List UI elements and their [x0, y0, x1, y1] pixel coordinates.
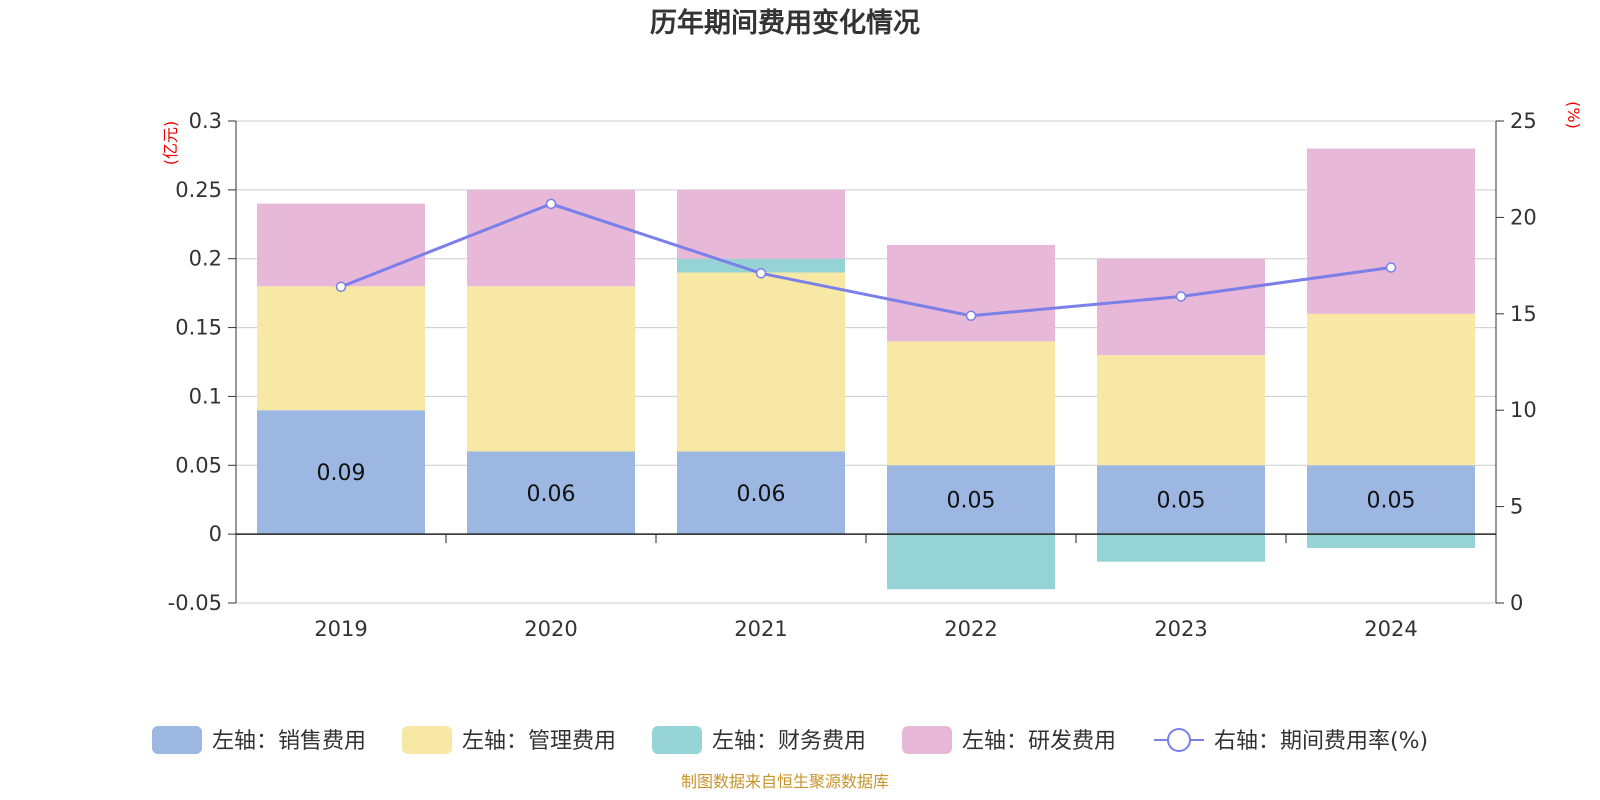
- rate-line-point: [545, 198, 557, 210]
- left-axis-tick-label: 0.15: [175, 316, 222, 340]
- rate-line-path: [340, 202, 1392, 318]
- rate-line-point: [965, 310, 977, 321]
- rate-line-point: [1175, 291, 1187, 302]
- bar-segment: [1307, 148, 1475, 314]
- bar-segment: [1097, 258, 1265, 356]
- bar-value-label: 0.06: [737, 482, 786, 507]
- bar-segment: [677, 258, 845, 273]
- x-axis-tick-label: 2022: [944, 617, 997, 641]
- left-axis-tick-label: 0.05: [175, 453, 222, 477]
- left-axis-tick-label: 0.3: [189, 109, 222, 133]
- right-axis-tick-label: 0: [1510, 591, 1523, 615]
- right-axis-tick-label: 15: [1510, 302, 1537, 326]
- bars: [257, 148, 1475, 590]
- right-axis-tick-label: 20: [1510, 205, 1537, 229]
- x-axis-tick-label: 2019: [314, 617, 367, 641]
- left-axis-tick-label: 0: [209, 522, 222, 546]
- legend: 左轴：销售费用 左轴：管理费用 左轴：财务费用 左轴：研发费用 右轴：期间费用率(%): [152, 726, 1428, 754]
- bar-segment: [467, 286, 635, 452]
- bar-segment: [677, 272, 845, 452]
- bar-value-label: 0.05: [1157, 489, 1206, 514]
- legend-label: 右轴：期间费用率(%): [1214, 729, 1428, 754]
- legend-label: 左轴：财务费用: [712, 729, 866, 754]
- source-note: 制图数据来自恒生聚源数据库: [681, 772, 889, 791]
- bar-value-label: 0.05: [1367, 489, 1416, 514]
- bar-value-label: 0.09: [317, 461, 366, 486]
- bar-segment: [1097, 465, 1265, 535]
- axes: -0.05 0 0.05 0.1 0.15 0.2 0.25 0.3 0 5 10 15 20 25 201…: [168, 109, 1537, 641]
- legend-label: 左轴：管理费用: [462, 729, 616, 754]
- x-axis-tick-label: 2023: [1154, 617, 1207, 641]
- x-axis-tick-label: 2024: [1364, 617, 1417, 641]
- right-axis-tick-label: 10: [1510, 398, 1537, 422]
- bar-segment: [257, 203, 425, 287]
- bar-segment: [1307, 313, 1475, 466]
- right-axis-tick-label: 5: [1510, 495, 1523, 519]
- right-axis-tick-label: 25: [1510, 109, 1537, 133]
- bar-value-label: 0.05: [947, 489, 996, 514]
- right-axis-unit: (%): [1564, 101, 1583, 129]
- bar-segment: [677, 451, 845, 535]
- bar-segment: [677, 189, 845, 259]
- left-axis-tick-label: 0.1: [189, 384, 222, 408]
- legend-swatch: [402, 726, 452, 754]
- rate-line: [335, 198, 1397, 321]
- bar-segment: [467, 451, 635, 535]
- legend-label: 左轴：研发费用: [962, 729, 1116, 754]
- legend-swatch: [652, 726, 702, 754]
- bar-labels: 0.09 0.06 0.06 0.05 0.05 0.05: [317, 461, 1416, 514]
- bar-segment: [257, 286, 425, 411]
- left-axis-tick-label: 0.25: [175, 178, 222, 202]
- x-axis-tick-label: 2020: [524, 617, 577, 641]
- bar-segment: [257, 410, 425, 535]
- legend-marker-swatch: [1167, 728, 1191, 752]
- bar-segment: [1097, 355, 1265, 466]
- left-axis-tick-label: -0.05: [168, 591, 222, 615]
- bar-segment: [887, 534, 1055, 590]
- gridlines: [236, 120, 1496, 604]
- bar-value-label: 0.06: [527, 482, 576, 507]
- bar-segment: [887, 465, 1055, 535]
- rate-line-point: [755, 268, 767, 279]
- bar-segment: [1307, 465, 1475, 535]
- chart-title: 历年期间费用变化情况: [650, 7, 920, 39]
- bar-segment: [887, 341, 1055, 466]
- bar-segment: [887, 244, 1055, 342]
- legend-swatch: [902, 726, 952, 754]
- bar-segment: [1307, 534, 1475, 548]
- left-axis-unit: (亿元): [161, 121, 180, 166]
- x-axis-tick-label: 2021: [734, 617, 787, 641]
- legend-swatch: [152, 726, 202, 754]
- rate-line-point: [1385, 262, 1397, 273]
- legend-label: 左轴：销售费用: [212, 729, 366, 754]
- bar-segment: [1097, 534, 1265, 562]
- rate-line-point: [335, 281, 347, 293]
- left-axis-tick-label: 0.2: [189, 247, 222, 271]
